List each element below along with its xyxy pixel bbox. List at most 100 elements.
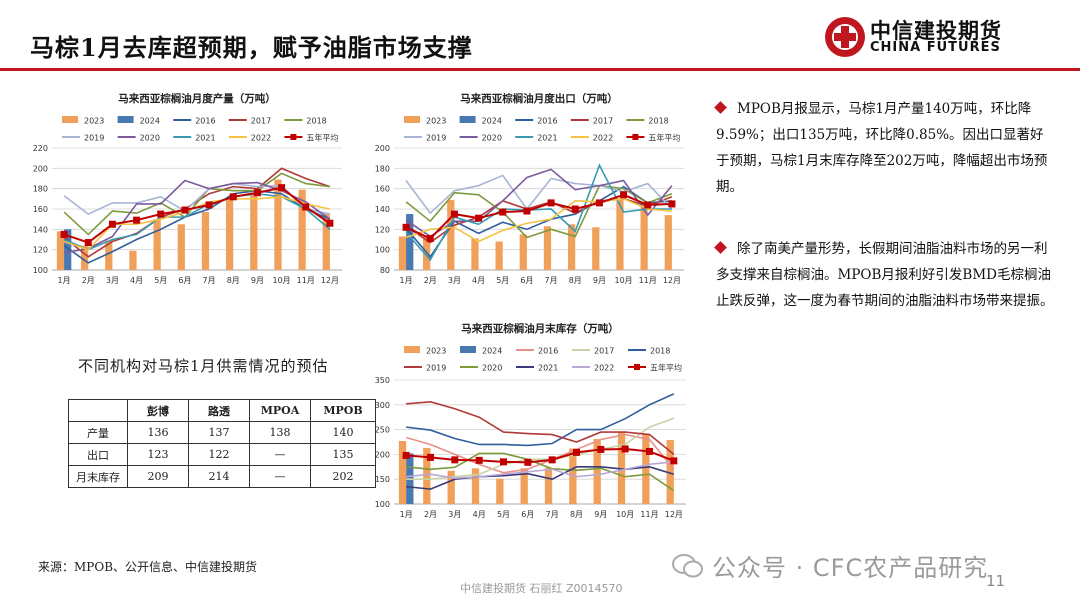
bar-2024: [406, 214, 414, 270]
legend-label: 2024: [482, 117, 502, 126]
line-2021: [405, 163, 672, 262]
line-2022: [405, 198, 672, 243]
bar-2023: [640, 201, 648, 270]
avg-marker: [475, 214, 483, 222]
legend-swatch: [117, 116, 134, 123]
avg-marker: [620, 191, 628, 199]
line-2022: [63, 195, 331, 251]
bar-2023: [519, 234, 527, 270]
y-tick-label: 140: [33, 225, 48, 234]
bar-2023: [201, 212, 210, 270]
x-tick-label: 11月: [639, 276, 657, 285]
table-header-cell: 路透: [188, 399, 250, 422]
legend-label: 2021: [195, 134, 215, 143]
table-row: 产量 136 137 138 140: [68, 421, 376, 444]
bar-2023: [274, 179, 282, 270]
y-tick-label: 140: [375, 205, 390, 214]
line-2020: [406, 452, 675, 492]
legend-marker: [634, 364, 640, 370]
legend-label: 2024: [140, 117, 160, 126]
legend-swatch: [62, 116, 78, 123]
x-tick-label: 3月: [448, 276, 461, 285]
table-row: 月末库存 209 214 — 202: [68, 465, 376, 488]
y-tick-label: 100: [375, 246, 390, 255]
bar-2023: [423, 447, 431, 504]
x-tick-label: 5月: [497, 510, 510, 519]
bar-2023: [617, 432, 626, 504]
avg-marker: [426, 234, 434, 242]
avg-marker: [571, 205, 579, 213]
x-tick-label: 7月: [546, 510, 559, 519]
avg-marker: [84, 239, 92, 247]
y-tick-label: 200: [375, 450, 390, 459]
bullet-2-text: 除了南美产量形势，长假期间油脂油料市场的另一利多支撑来自棕榈油。MPOB月报利好…: [716, 241, 1054, 309]
x-tick-label: 2月: [82, 276, 95, 285]
table-cell: 136: [127, 421, 189, 444]
bar-2023: [495, 241, 503, 270]
x-tick-label: 3月: [448, 510, 461, 519]
legend-swatch: [404, 116, 420, 123]
x-tick-label: 11月: [640, 510, 658, 519]
legend-label: 2016: [195, 117, 215, 126]
avg-marker: [644, 201, 652, 209]
bar-2023: [56, 231, 65, 270]
legend-swatch: [404, 346, 420, 353]
avg-marker: [108, 220, 116, 228]
x-tick-label: 7月: [203, 276, 216, 285]
x-tick-label: 2月: [424, 510, 437, 519]
bar-2024: [64, 229, 72, 270]
table-header-cell: MPOB: [310, 399, 376, 422]
x-tick-label: 10月: [616, 510, 634, 519]
x-tick-label: 5月: [496, 276, 509, 285]
avg-marker: [524, 458, 532, 466]
table-cell: 135: [310, 443, 376, 466]
x-tick-label: 4月: [130, 276, 143, 285]
table-header-row: 彭博 路透 MPOA MPOB: [68, 399, 376, 422]
x-tick-label: 2月: [424, 276, 437, 285]
avg-marker: [475, 456, 483, 464]
avg-marker: [402, 451, 410, 459]
bar-2023: [398, 441, 407, 504]
bar-2023: [447, 470, 455, 504]
bar-2023: [666, 440, 674, 504]
legend-label: 2022: [594, 364, 614, 373]
x-tick-label: 6月: [520, 276, 533, 285]
line-五年平均: [63, 186, 331, 244]
avg-marker: [595, 199, 603, 207]
avg-marker: [499, 208, 507, 216]
avg-marker: [500, 458, 507, 466]
avg-marker: [523, 207, 531, 215]
x-tick-label: 4月: [472, 276, 485, 285]
line-2018: [63, 172, 331, 236]
avg-marker: [181, 206, 189, 214]
avg-marker: [402, 223, 410, 231]
line-五年平均: [406, 447, 675, 464]
bar-2023: [496, 478, 504, 504]
x-tick-label: 1月: [58, 276, 71, 285]
legend-label: 五年平均: [306, 133, 338, 143]
line-2018: [406, 393, 675, 447]
y-tick-label: 120: [375, 225, 390, 234]
line-2021: [63, 192, 331, 251]
bar-2023: [129, 250, 137, 270]
table-cell: —: [249, 443, 311, 466]
avg-marker: [133, 216, 141, 224]
legend-label: 2023: [84, 117, 104, 126]
inventory-chart: 马来西亚棕榈油月末库存（万吨） 2023 2024 2016 2017 2018 2019 2…: [375, 322, 686, 519]
avg-marker: [451, 456, 459, 464]
table-cell: 137: [188, 421, 250, 444]
avg-marker: [229, 193, 237, 201]
production-chart: 马来西亚棕榈油月度产量（万吨） 2023 2024 2016 2017 2018 2019 2…: [33, 92, 342, 285]
table-header-cell: 彭博: [127, 399, 189, 422]
table-header-cell: [68, 399, 128, 422]
x-tick-label: 4月: [473, 510, 486, 519]
x-tick-label: 6月: [178, 276, 191, 285]
y-tick-label: 100: [33, 266, 48, 275]
legend-label: 2018: [650, 347, 670, 356]
legend-label: 2019: [84, 134, 104, 143]
legend-label: 五年平均: [648, 133, 680, 143]
y-tick-label: 180: [33, 185, 48, 194]
table-cell: 出口: [68, 443, 128, 466]
avg-marker: [253, 189, 261, 197]
avg-marker: [450, 210, 458, 218]
